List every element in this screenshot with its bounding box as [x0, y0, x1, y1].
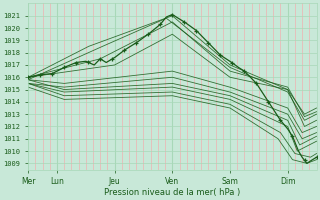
- X-axis label: Pression niveau de la mer( hPa ): Pression niveau de la mer( hPa ): [104, 188, 240, 197]
